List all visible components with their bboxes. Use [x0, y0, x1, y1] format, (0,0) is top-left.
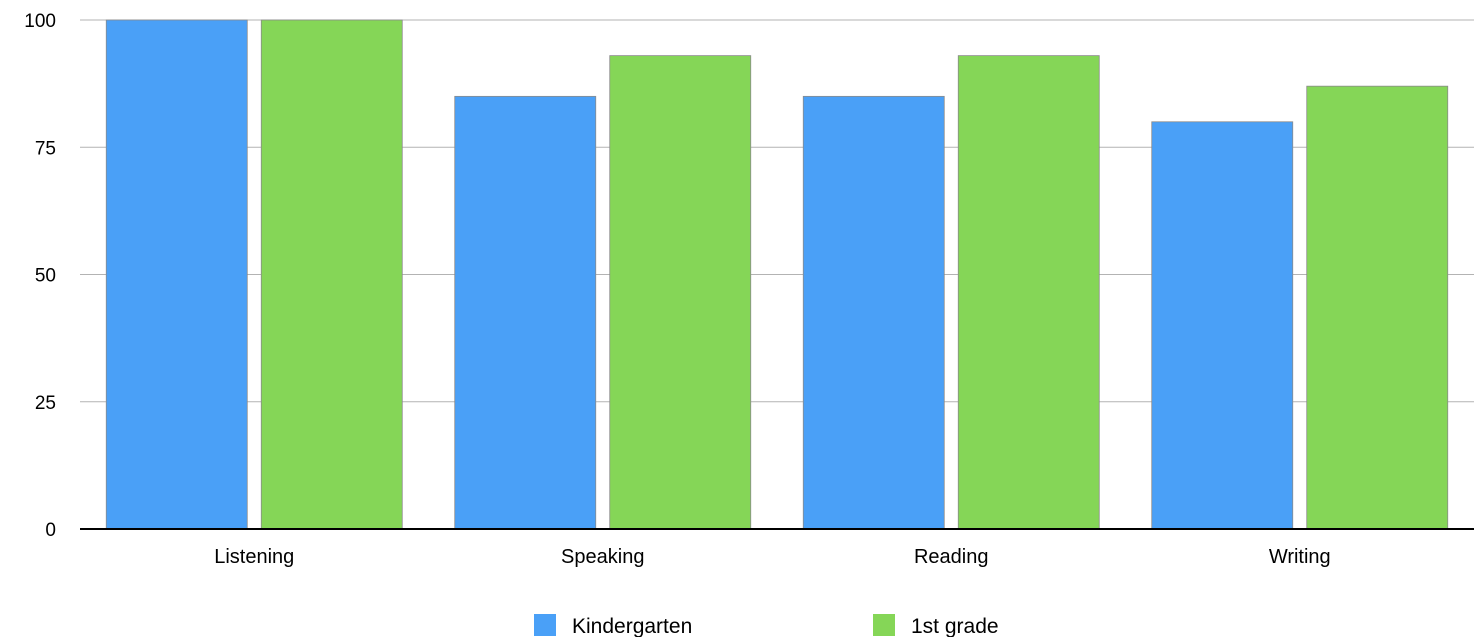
legend-label: Kindergarten [572, 615, 692, 637]
y-tick-label: 75 [35, 138, 56, 159]
bars [105, 19, 1449, 530]
bar-1st-grade-reading [957, 55, 1100, 530]
bar-kindergarten-listening [105, 19, 248, 530]
bar-1st-grade-speaking [609, 55, 752, 530]
x-axis-category-labels: Listening Speaking Reading Writing [214, 546, 1330, 568]
bar-kindergarten-reading [802, 95, 945, 530]
legend: Kindergarten 1st grade [534, 614, 999, 637]
bar-kindergarten-speaking [454, 95, 597, 530]
x-category-label: Listening [214, 546, 294, 568]
x-category-label: Reading [914, 546, 989, 568]
y-tick-label: 0 [45, 520, 56, 541]
bar-kindergarten-writing [1151, 121, 1294, 530]
y-tick-label: 50 [35, 266, 56, 287]
y-axis-ticks: 0 25 50 75 100 [24, 11, 56, 541]
x-category-label: Writing [1269, 546, 1331, 568]
bar-1st-grade-writing [1306, 85, 1449, 530]
y-tick-label: 25 [35, 393, 56, 414]
x-category-label: Speaking [561, 546, 644, 568]
y-tick-label: 100 [24, 11, 56, 32]
legend-swatch [873, 614, 895, 636]
legend-swatch [534, 614, 556, 636]
bar-1st-grade-listening [260, 19, 403, 530]
legend-label: 1st grade [911, 615, 999, 637]
